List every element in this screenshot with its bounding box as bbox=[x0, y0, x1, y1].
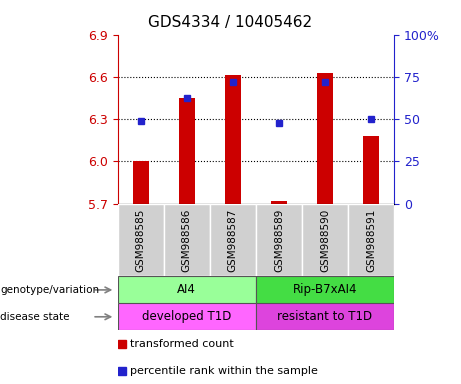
Text: GDS4334 / 10405462: GDS4334 / 10405462 bbox=[148, 15, 313, 30]
Text: transformed count: transformed count bbox=[130, 339, 234, 349]
Bar bbox=[363, 136, 379, 204]
Text: GSM988591: GSM988591 bbox=[366, 208, 376, 272]
Bar bbox=[118, 303, 256, 330]
Text: resistant to T1D: resistant to T1D bbox=[278, 310, 372, 323]
Text: GSM988589: GSM988589 bbox=[274, 208, 284, 272]
Bar bbox=[118, 204, 164, 276]
Bar bbox=[317, 73, 333, 204]
Text: disease state: disease state bbox=[0, 312, 70, 322]
Bar bbox=[256, 204, 302, 276]
Bar bbox=[348, 204, 394, 276]
Text: GSM988585: GSM988585 bbox=[136, 208, 146, 272]
Bar bbox=[118, 276, 256, 303]
Text: GSM988587: GSM988587 bbox=[228, 208, 238, 272]
Bar bbox=[256, 276, 394, 303]
Text: Rip-B7xAI4: Rip-B7xAI4 bbox=[293, 283, 357, 296]
Bar bbox=[302, 204, 348, 276]
Text: developed T1D: developed T1D bbox=[142, 310, 231, 323]
Text: percentile rank within the sample: percentile rank within the sample bbox=[130, 366, 318, 376]
Bar bbox=[210, 204, 256, 276]
Text: GSM988586: GSM988586 bbox=[182, 208, 192, 272]
Text: AI4: AI4 bbox=[177, 283, 196, 296]
Bar bbox=[271, 201, 287, 204]
Bar bbox=[256, 303, 394, 330]
Text: genotype/variation: genotype/variation bbox=[0, 285, 99, 295]
Text: GSM988590: GSM988590 bbox=[320, 209, 330, 271]
Bar bbox=[225, 75, 241, 204]
Bar bbox=[164, 204, 210, 276]
Bar bbox=[133, 161, 148, 204]
Bar bbox=[178, 98, 195, 204]
